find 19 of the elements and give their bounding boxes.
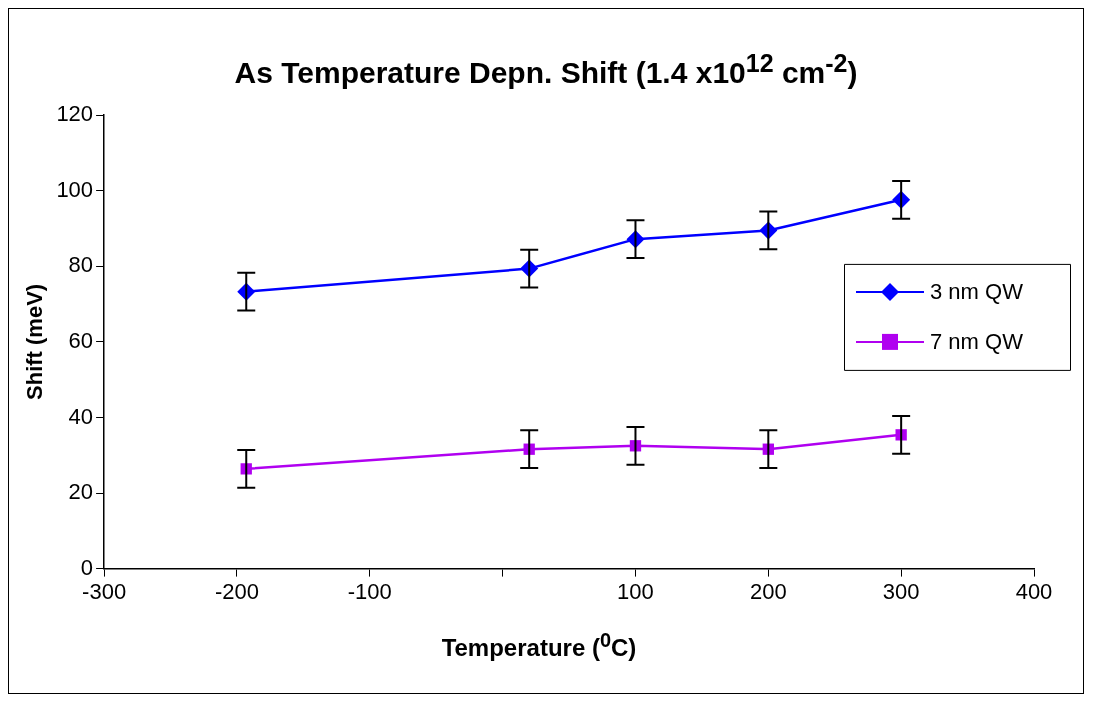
y-tick-label: 0 [80, 554, 94, 580]
x-tick-label: 200 [749, 578, 787, 604]
x-axis-title: Temperature ($^{0}$C) [440, 629, 638, 662]
y-tick-label: 100 [56, 176, 94, 202]
legend-label: 7 nm QW [930, 328, 1024, 354]
y-tick-label: 120 [56, 101, 94, 127]
x-tick-label: 100 [617, 578, 654, 604]
y-tick-label: 60 [68, 327, 94, 353]
chart-title: As Temperature Depn. Shift (1.4 x10$^{12}$ cm$^{-2}$) [233, 49, 859, 91]
y-axis-title: Shift (meV) [22, 283, 48, 400]
x-tick-label: -300 [82, 578, 127, 604]
x-tick-label: -100 [347, 578, 392, 604]
y-tick-label: 40 [68, 403, 94, 429]
legend-label: 3 nm QW [930, 278, 1024, 304]
y-tick-label: 20 [68, 479, 94, 505]
y-tick-label: 80 [68, 252, 94, 278]
x-tick-label: 300 [882, 578, 920, 604]
x-tick-label: -200 [214, 578, 259, 604]
x-tick-label: 400 [1015, 578, 1053, 604]
